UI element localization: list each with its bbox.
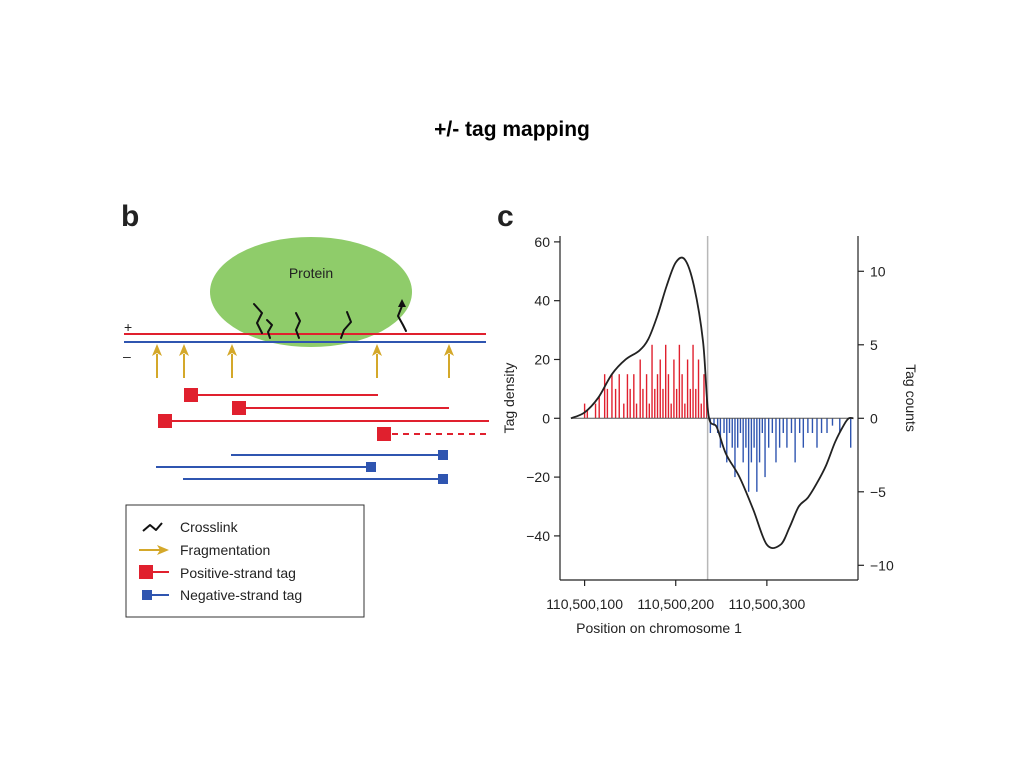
fragmentation-arrow bbox=[372, 344, 382, 378]
panel-c-letter: c bbox=[497, 200, 514, 233]
fragmentation-arrow bbox=[444, 344, 454, 378]
panel-b-diagram: Protein + – bbox=[123, 237, 489, 618]
legend-positive-tag-icon bbox=[139, 565, 169, 579]
crosslink-squiggle bbox=[397, 305, 407, 332]
positive-fragment bbox=[377, 427, 489, 441]
crosslink-arrowhead bbox=[398, 299, 406, 307]
fragmentation-arrow bbox=[152, 344, 162, 378]
right-tick-label: 10 bbox=[870, 263, 886, 279]
y2-axis-label: Tag counts bbox=[903, 364, 919, 432]
legend-box: Crosslink Fragmentation Positive-strand … bbox=[125, 504, 365, 618]
y-axis-label: Tag density bbox=[501, 363, 517, 434]
positive-tag-marker bbox=[158, 414, 172, 428]
x-tick-label: 110,500,200 bbox=[637, 596, 714, 612]
left-tick-label: −20 bbox=[526, 469, 550, 485]
crosslink-squiggle bbox=[266, 319, 273, 339]
x-tick-label: 110,500,100 bbox=[546, 596, 623, 612]
positive-fragment bbox=[232, 401, 449, 415]
legend-crosslink-icon bbox=[142, 522, 163, 532]
legend-positive-tag-label: Positive-strand tag bbox=[180, 565, 296, 581]
legend-negative-tag-label: Negative-strand tag bbox=[180, 587, 302, 603]
positive-tag-marker bbox=[232, 401, 246, 415]
crosslink-squiggle bbox=[253, 303, 263, 334]
negative-tag-marker bbox=[366, 462, 376, 472]
slide-title: +/- tag mapping bbox=[434, 118, 590, 141]
negative-fragment bbox=[156, 462, 376, 472]
negative-fragment bbox=[183, 474, 448, 484]
fragmentation-arrow bbox=[227, 344, 237, 378]
x-tick-label: 110,500,300 bbox=[728, 596, 805, 612]
panel-c-chart: 60 40 20 0 −20 −40 10 5 0 −5 −10 110,500,100 110,500… bbox=[501, 234, 919, 636]
legend-negative-tag-icon bbox=[142, 590, 169, 600]
positive-fragment bbox=[158, 414, 489, 428]
protein-blob bbox=[210, 237, 412, 347]
negative-tag-marker bbox=[438, 450, 448, 460]
crosslink-squiggle bbox=[340, 311, 352, 339]
crosslink-squiggle bbox=[295, 312, 301, 339]
fragmentation-arrows bbox=[152, 344, 454, 378]
x-axis-label: Position on chromosome 1 bbox=[576, 620, 742, 636]
left-tick-label: 20 bbox=[534, 351, 550, 367]
positive-tag-marker bbox=[377, 427, 391, 441]
legend-fragmentation-icon bbox=[139, 545, 169, 555]
left-tick-label: 0 bbox=[542, 410, 550, 426]
tag-count-bars bbox=[583, 344, 852, 492]
right-tick-label: 0 bbox=[870, 410, 878, 426]
tag-density-curve bbox=[570, 256, 854, 549]
positive-strand-fragments bbox=[158, 388, 489, 441]
negative-tag-marker bbox=[438, 474, 448, 484]
strand-minus-label: – bbox=[123, 348, 131, 364]
positive-tag-marker bbox=[184, 388, 198, 402]
legend-crosslink-label: Crosslink bbox=[180, 519, 239, 535]
protein-label: Protein bbox=[289, 265, 333, 281]
left-tick-label: 60 bbox=[534, 234, 550, 250]
panel-b-letter: b bbox=[121, 200, 140, 233]
fragmentation-arrow bbox=[179, 344, 189, 378]
negative-strand-fragments bbox=[156, 450, 448, 484]
right-tick-label: −10 bbox=[870, 557, 894, 573]
negative-fragment bbox=[231, 450, 448, 460]
legend-fragmentation-label: Fragmentation bbox=[180, 542, 270, 558]
positive-fragment bbox=[184, 388, 378, 402]
axis-ticks: 60 40 20 0 −20 −40 10 5 0 −5 −10 110,500,100 110,500… bbox=[526, 234, 894, 612]
left-tick-label: −40 bbox=[526, 528, 550, 544]
left-tick-label: 40 bbox=[534, 293, 550, 309]
right-tick-label: −5 bbox=[870, 484, 886, 500]
strand-plus-label: + bbox=[124, 319, 132, 335]
right-tick-label: 5 bbox=[870, 337, 878, 353]
